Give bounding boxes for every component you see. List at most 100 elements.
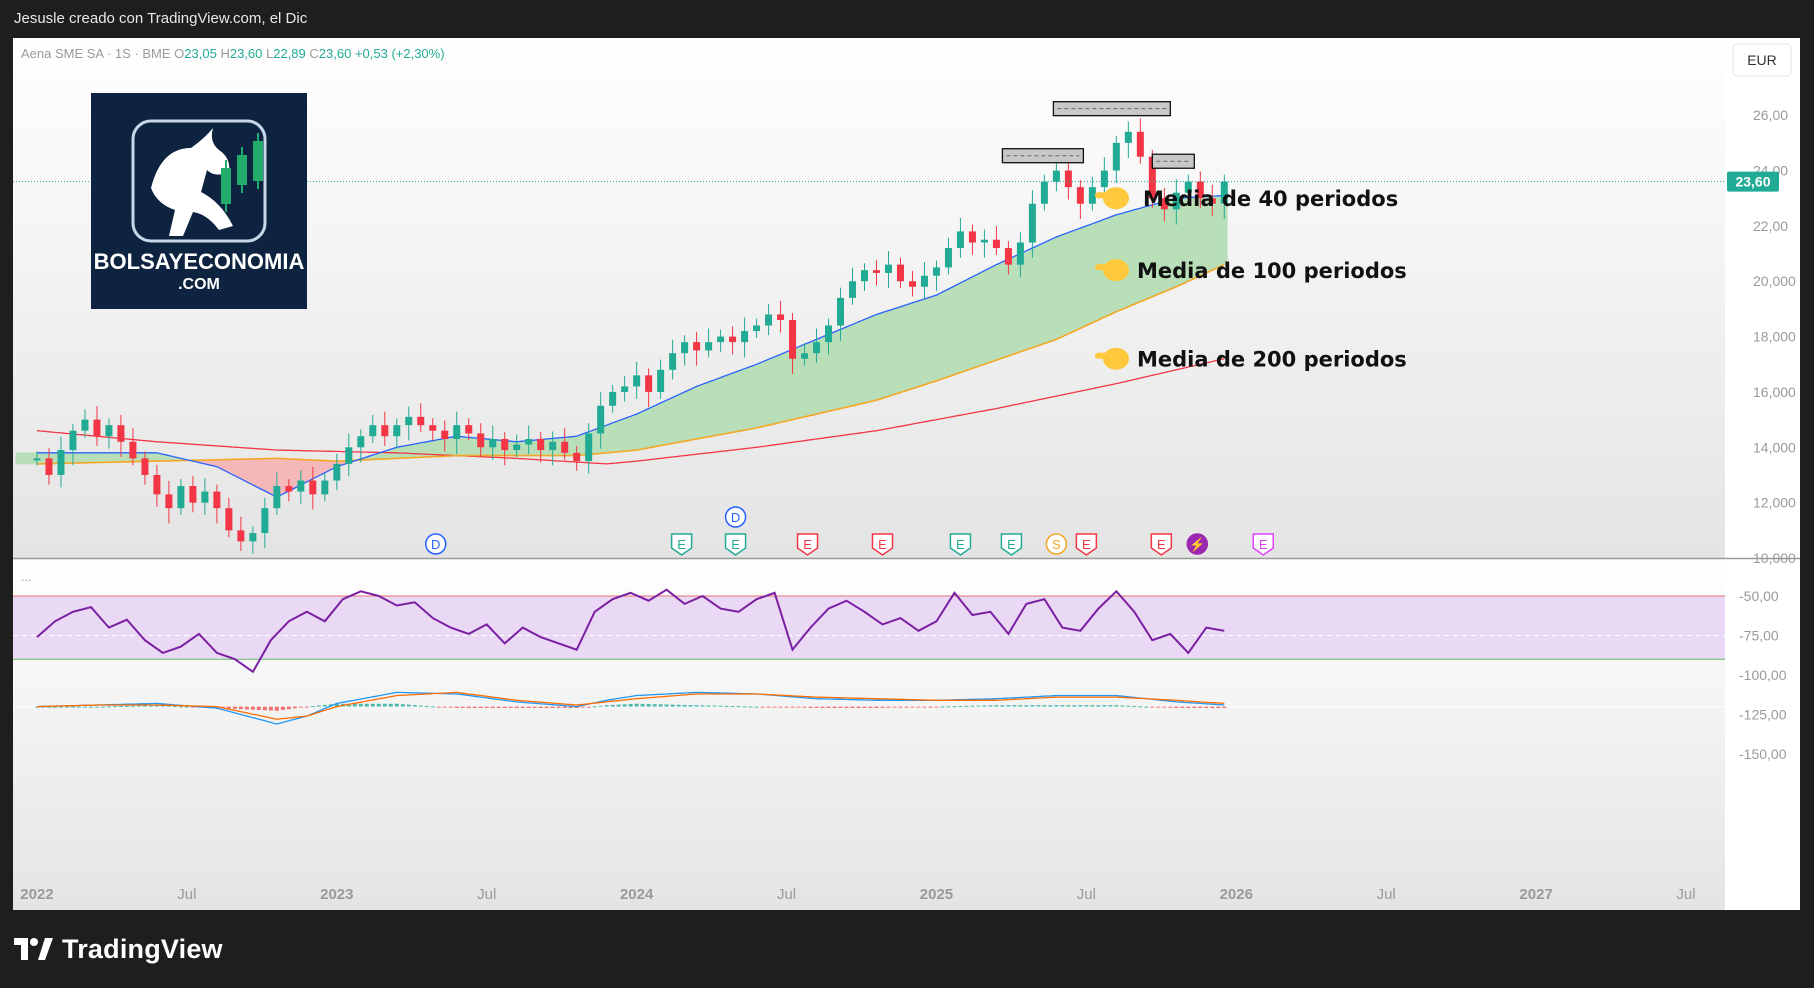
candle-body	[657, 369, 665, 392]
macd-histogram-bar	[814, 706, 819, 709]
ma-cloud-segment	[123, 452, 128, 463]
ma-cloud-segment	[711, 379, 715, 437]
ma-cloud-segment	[105, 452, 110, 463]
ma-cloud-segment	[669, 397, 673, 445]
candle-body	[633, 375, 641, 387]
ma-cloud-segment	[1056, 235, 1060, 340]
macd-histogram-bar	[274, 706, 279, 711]
macd-histogram-bar	[1024, 705, 1029, 707]
macd-histogram-bar	[298, 706, 303, 708]
pointing-hand-finger-icon	[1095, 264, 1109, 271]
ma-cloud-segment	[405, 444, 410, 459]
event-marker-label: E	[956, 537, 965, 552]
ma-cloud-segment	[738, 369, 742, 432]
ma-cloud-segment	[447, 436, 452, 457]
ma-cloud-segment	[714, 378, 718, 437]
ma-cloud-segment	[1083, 225, 1087, 328]
ma-cloud-segment	[390, 447, 395, 459]
candle-body	[980, 239, 988, 243]
logo-text-main: BOLSAYECONOMIA	[94, 249, 305, 274]
ma-cloud-segment	[702, 382, 706, 439]
macd-histogram-bar	[898, 706, 903, 708]
macd-histogram-bar	[160, 705, 165, 707]
ma-cloud-segment	[858, 320, 862, 405]
macd-histogram-bar	[1120, 705, 1125, 707]
ma-cloud-segment	[726, 373, 730, 434]
macd-histogram-bar	[790, 706, 795, 708]
macd-histogram-bar	[1132, 706, 1137, 708]
candle-body	[992, 239, 1000, 249]
macd-histogram-bar	[958, 706, 963, 708]
ma-cloud-segment	[321, 460, 326, 475]
candle-body	[956, 231, 964, 249]
currency-button[interactable]	[1732, 43, 1792, 77]
candle-body	[1004, 248, 1012, 265]
ma-cloud-segment	[1125, 211, 1129, 309]
ma-cloud-segment	[1053, 236, 1057, 341]
macd-histogram-bar	[784, 706, 789, 708]
candle-body	[189, 486, 197, 503]
candle-body	[93, 419, 101, 437]
macd-histogram-bar	[892, 706, 897, 708]
price-tick-label: 16,000	[1753, 384, 1796, 400]
macd-histogram-bar	[706, 705, 711, 707]
event-marker	[1252, 533, 1275, 556]
candle-body	[129, 441, 137, 459]
candle-body	[429, 425, 437, 431]
macd-histogram-bar	[286, 706, 291, 710]
ma-cloud-segment	[945, 288, 949, 379]
ma-cloud-segment	[111, 452, 116, 463]
macd-histogram-bar	[106, 706, 111, 708]
ma-cloud-segment	[951, 285, 955, 377]
event-marker	[1045, 533, 1068, 555]
macd-histogram-bar	[946, 706, 951, 708]
ma-cloud-segment	[1062, 233, 1066, 338]
candle-body	[357, 436, 365, 448]
macd-histogram-bar	[142, 705, 147, 707]
ma-cloud-segment	[750, 364, 754, 430]
candle-body	[1052, 170, 1060, 182]
candle-body	[309, 480, 317, 495]
tradingview-brand[interactable]: TradingView	[62, 934, 223, 964]
time-tick-label: Jul	[177, 886, 196, 903]
ma-cloud-segment	[759, 361, 763, 428]
ma-cloud-segment	[966, 277, 970, 371]
time-tick-label: 2026	[1220, 886, 1253, 903]
macd-histogram-bar	[244, 706, 249, 710]
candle-body	[141, 458, 149, 475]
ma-cloud-segment	[765, 358, 769, 427]
ma-cloud-segment	[918, 299, 922, 388]
candle-body	[69, 430, 77, 451]
ma-cloud-segment	[243, 458, 248, 483]
pointing-hand-icon	[1103, 187, 1129, 210]
candle-body	[813, 342, 821, 354]
macd-histogram-bar	[1186, 706, 1191, 709]
chart-canvas[interactable]: 28,0026,0024,0022,0020,00018,00016,00014…	[13, 38, 1800, 910]
macd-histogram-bar	[130, 705, 135, 707]
macd-histogram-bar	[1138, 706, 1143, 708]
macd-histogram-bar	[172, 706, 177, 708]
ma-cloud-segment	[621, 418, 625, 452]
indicator-tick-label: -125,00	[1739, 707, 1787, 723]
candle-body	[537, 438, 545, 451]
chart-frame[interactable]: 28,0026,0024,0022,0020,00018,00016,00014…	[13, 38, 1800, 910]
ma-cloud-segment	[1038, 243, 1042, 347]
event-marker	[724, 506, 747, 528]
ma-cloud-segment	[102, 452, 107, 463]
ma-cloud-segment	[21, 452, 26, 465]
macd-histogram-bar	[556, 706, 561, 709]
ma-cloud-segment	[39, 452, 44, 465]
ma-cloud-segment	[1035, 244, 1039, 348]
candle-body	[968, 231, 976, 243]
candle-body	[1088, 187, 1096, 204]
macd-histogram-bar	[838, 706, 843, 709]
candle-body	[908, 281, 916, 287]
ma-cloud-segment	[651, 405, 655, 448]
macd-histogram-bar	[748, 706, 753, 708]
ma-cloud-segment	[747, 366, 751, 430]
macd-histogram-bar	[280, 706, 285, 711]
candle-body	[441, 430, 449, 439]
macd-histogram-bar	[346, 703, 351, 707]
macd-histogram-bar	[1054, 705, 1059, 707]
macd-histogram-bar	[34, 706, 39, 708]
